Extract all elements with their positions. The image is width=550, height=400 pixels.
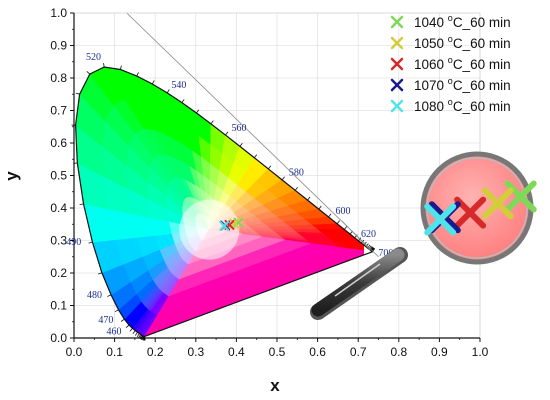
locus-tick — [97, 272, 103, 275]
locus-tick — [79, 203, 84, 206]
wavelength-label: 600 — [336, 206, 351, 217]
locus-tick — [294, 186, 298, 191]
locus-tick — [318, 205, 322, 210]
wavelength-label: 580 — [289, 168, 304, 179]
locus-tick — [103, 63, 105, 68]
legend-label: 1060 oC_60 min — [414, 55, 511, 72]
locus-tick — [119, 65, 122, 70]
locus-tick — [86, 71, 91, 75]
locus-tick — [344, 226, 348, 230]
locus-tick — [134, 332, 138, 336]
data-point — [219, 220, 230, 231]
x-axis: 0.0 0.1 0.2 0.3 0.4 0.5 0.6 0.7 0.8 0.9 1.0 — [66, 338, 489, 359]
locus-tick — [336, 220, 340, 225]
spectral-locus — [71, 12, 379, 341]
wavelength-label: 520 — [86, 52, 101, 63]
y-tick-label: 0.9 — [50, 39, 67, 53]
x-tick-label: 0.6 — [309, 345, 326, 359]
legend-label: 1070 oC_60 min — [414, 76, 511, 93]
locus-tick — [136, 72, 139, 77]
white-point-glow — [179, 199, 240, 260]
locus-tick — [120, 318, 125, 322]
locus-tick — [132, 330, 136, 335]
cie-gamut-fill — [75, 67, 364, 337]
wavelength-label: 700 — [378, 248, 393, 259]
y-axis: 0.0 0.1 0.2 0.3 0.4 0.5 0.6 0.7 0.8 0.9 1.0 — [50, 6, 74, 345]
diagonal-line — [126, 12, 379, 258]
locus-tick — [166, 89, 170, 94]
locus-tick — [328, 213, 332, 218]
y-tick-label: 0.6 — [50, 136, 67, 150]
locus-tick — [107, 294, 112, 297]
y-axis-title: y — [2, 171, 21, 181]
locus-tick — [129, 328, 133, 332]
diagonal-line-2 — [341, 220, 371, 251]
y-tick-label: 0.1 — [50, 299, 67, 313]
locus-tick — [368, 245, 372, 250]
x-tick-label: 0.8 — [390, 345, 407, 359]
locus-tick — [181, 99, 185, 103]
magnified-point — [424, 203, 457, 236]
legend-marker — [390, 36, 404, 50]
locus-tick — [281, 176, 285, 181]
x-tick-label: 0.9 — [431, 345, 448, 359]
x-tick-label: 0.2 — [147, 345, 164, 359]
data-points — [219, 217, 244, 231]
locus-tick — [114, 309, 119, 313]
locus-tick — [196, 109, 200, 114]
magnifier-handle-highlight — [334, 263, 381, 297]
x-tick-label: 1.0 — [472, 345, 489, 359]
wavelength-label: 620 — [361, 229, 376, 240]
wavelength-label: 460 — [106, 326, 121, 337]
wavelength-label: 540 — [171, 80, 186, 91]
x-tick-label: 0.7 — [350, 345, 367, 359]
legend-label: 1040 oC_60 min — [414, 13, 511, 30]
x-axis-title: x — [270, 376, 280, 395]
magnifier-icon — [310, 151, 537, 320]
magnifier-handle-shade — [311, 248, 405, 317]
y-tick-label: 0.4 — [50, 201, 67, 215]
gamut-colors — [75, 67, 364, 337]
y-tick-label: 0.0 — [50, 331, 67, 345]
locus-tick — [125, 324, 130, 328]
legend-label: 1050 oC_60 min — [414, 34, 511, 51]
locus-tick — [253, 154, 258, 158]
x-tick-label: 0.0 — [66, 345, 83, 359]
legend-marker — [390, 99, 404, 113]
magnified-point — [481, 187, 514, 220]
wavelength-label: 470 — [98, 315, 113, 326]
y-tick-label: 0.7 — [50, 104, 67, 118]
wavelength-label: 480 — [87, 290, 102, 301]
y-tick-label: 0.3 — [50, 234, 67, 248]
magnified-points — [424, 180, 537, 236]
locus-tick — [307, 196, 311, 201]
locus-tick — [239, 142, 243, 147]
legend-marker — [390, 78, 404, 92]
locus-tick — [268, 165, 272, 170]
x-tick-label: 0.5 — [269, 345, 286, 359]
legend-marker — [390, 15, 404, 29]
x-tick-label: 0.4 — [228, 345, 245, 359]
legend-marker — [390, 57, 404, 71]
magnified-point — [454, 196, 487, 229]
locus-tick — [210, 120, 214, 125]
x-tick-label: 0.3 — [187, 345, 204, 359]
locus-tick — [75, 92, 80, 95]
locus-tick — [225, 131, 229, 136]
locus-tick — [151, 80, 155, 85]
y-tick-label: 0.2 — [50, 266, 67, 280]
y-tick-label: 0.5 — [50, 169, 67, 183]
y-tick-label: 0.8 — [50, 71, 67, 85]
legend: 1040 oC_60 min 1050 oC_60 min 1060 oC_60 m… — [390, 13, 511, 114]
locus-tick — [354, 234, 358, 239]
legend-label: 1080 oC_60 min — [414, 97, 511, 114]
locus-tick — [136, 333, 140, 338]
locus-tick — [88, 241, 93, 244]
x-tick-label: 0.1 — [106, 345, 123, 359]
wavelength-label: 560 — [231, 123, 246, 134]
y-tick-label: 1.0 — [50, 6, 67, 20]
locus-tick — [138, 334, 142, 338]
